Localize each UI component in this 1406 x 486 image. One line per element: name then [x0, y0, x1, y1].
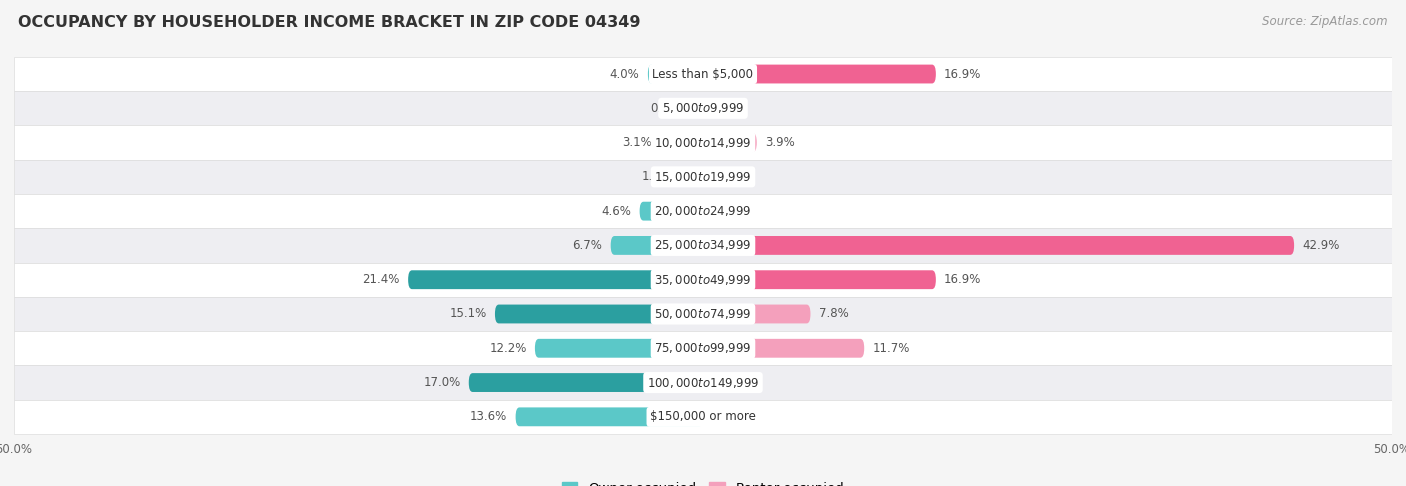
FancyBboxPatch shape: [14, 228, 1392, 262]
Text: 7.8%: 7.8%: [818, 308, 848, 320]
FancyBboxPatch shape: [703, 236, 1294, 255]
FancyBboxPatch shape: [14, 91, 1392, 125]
Text: 4.6%: 4.6%: [602, 205, 631, 218]
Text: $150,000 or more: $150,000 or more: [650, 410, 756, 423]
Text: 42.9%: 42.9%: [1302, 239, 1340, 252]
Text: 21.4%: 21.4%: [363, 273, 399, 286]
Text: OCCUPANCY BY HOUSEHOLDER INCOME BRACKET IN ZIP CODE 04349: OCCUPANCY BY HOUSEHOLDER INCOME BRACKET …: [18, 15, 641, 30]
FancyBboxPatch shape: [703, 339, 865, 358]
Text: 0.0%: 0.0%: [711, 171, 741, 183]
Text: Source: ZipAtlas.com: Source: ZipAtlas.com: [1263, 15, 1388, 28]
FancyBboxPatch shape: [640, 202, 703, 221]
Text: 0.0%: 0.0%: [711, 376, 741, 389]
FancyBboxPatch shape: [661, 133, 703, 152]
FancyBboxPatch shape: [14, 297, 1392, 331]
Text: $75,000 to $99,999: $75,000 to $99,999: [654, 341, 752, 355]
FancyBboxPatch shape: [703, 65, 936, 84]
FancyBboxPatch shape: [703, 270, 936, 289]
FancyBboxPatch shape: [14, 331, 1392, 365]
Text: 16.9%: 16.9%: [945, 273, 981, 286]
FancyBboxPatch shape: [14, 194, 1392, 228]
Text: $5,000 to $9,999: $5,000 to $9,999: [662, 101, 744, 115]
FancyBboxPatch shape: [14, 365, 1392, 399]
FancyBboxPatch shape: [14, 57, 1392, 91]
Text: 17.0%: 17.0%: [423, 376, 461, 389]
Text: 0.57%: 0.57%: [650, 102, 688, 115]
FancyBboxPatch shape: [14, 262, 1392, 297]
Text: 15.1%: 15.1%: [450, 308, 486, 320]
Text: $10,000 to $14,999: $10,000 to $14,999: [654, 136, 752, 150]
FancyBboxPatch shape: [14, 399, 1392, 434]
FancyBboxPatch shape: [408, 270, 703, 289]
Text: 0.0%: 0.0%: [711, 410, 741, 423]
Text: 0.0%: 0.0%: [711, 102, 741, 115]
Text: $15,000 to $19,999: $15,000 to $19,999: [654, 170, 752, 184]
Text: $100,000 to $149,999: $100,000 to $149,999: [647, 376, 759, 390]
Text: $50,000 to $74,999: $50,000 to $74,999: [654, 307, 752, 321]
Text: 13.6%: 13.6%: [470, 410, 508, 423]
FancyBboxPatch shape: [495, 305, 703, 323]
FancyBboxPatch shape: [468, 373, 703, 392]
FancyBboxPatch shape: [14, 125, 1392, 160]
FancyBboxPatch shape: [534, 339, 703, 358]
FancyBboxPatch shape: [516, 407, 703, 426]
Text: 3.9%: 3.9%: [765, 136, 794, 149]
Text: 3.1%: 3.1%: [623, 136, 652, 149]
FancyBboxPatch shape: [695, 99, 703, 118]
FancyBboxPatch shape: [703, 305, 810, 323]
Legend: Owner-occupied, Renter-occupied: Owner-occupied, Renter-occupied: [557, 476, 849, 486]
Text: 16.9%: 16.9%: [945, 68, 981, 81]
FancyBboxPatch shape: [679, 168, 703, 186]
Text: 4.0%: 4.0%: [610, 68, 640, 81]
Text: 12.2%: 12.2%: [489, 342, 527, 355]
FancyBboxPatch shape: [610, 236, 703, 255]
Text: $35,000 to $49,999: $35,000 to $49,999: [654, 273, 752, 287]
FancyBboxPatch shape: [648, 65, 703, 84]
Text: 6.7%: 6.7%: [572, 239, 602, 252]
FancyBboxPatch shape: [14, 160, 1392, 194]
Text: $20,000 to $24,999: $20,000 to $24,999: [654, 204, 752, 218]
Text: $25,000 to $34,999: $25,000 to $34,999: [654, 239, 752, 252]
Text: 0.0%: 0.0%: [711, 205, 741, 218]
FancyBboxPatch shape: [703, 133, 756, 152]
Text: 11.7%: 11.7%: [873, 342, 910, 355]
Text: Less than $5,000: Less than $5,000: [652, 68, 754, 81]
Text: 1.7%: 1.7%: [641, 171, 671, 183]
